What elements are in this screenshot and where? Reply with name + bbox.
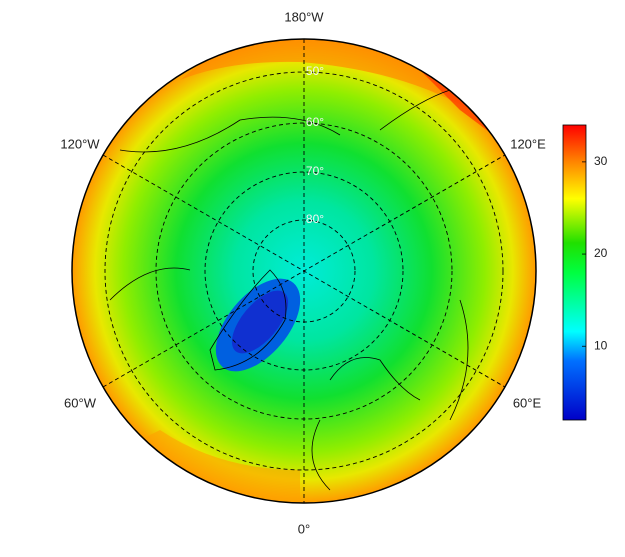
- meridian-label: 60°W: [64, 395, 97, 410]
- meridian-label: 180°W: [284, 9, 324, 24]
- parallel-label: 70°: [306, 164, 324, 178]
- parallel-label: 60°: [306, 115, 324, 129]
- parallel-label: 50°: [306, 64, 324, 78]
- meridian-label: 0°: [298, 521, 310, 536]
- field: [72, 39, 536, 503]
- parallel-label: 80°: [306, 212, 324, 226]
- map-frame: [71, 38, 537, 504]
- graticule: [102, 39, 506, 503]
- meridian-label: 120°E: [510, 136, 546, 151]
- colorbar-tick-label: 20: [594, 246, 608, 260]
- meridian-label: 120°W: [60, 136, 100, 151]
- colorbar-tick-label: 30: [594, 154, 608, 168]
- colorbar: [562, 124, 587, 421]
- colorbar-tick-label: 10: [594, 338, 608, 352]
- meridian-label: 60°E: [513, 395, 542, 410]
